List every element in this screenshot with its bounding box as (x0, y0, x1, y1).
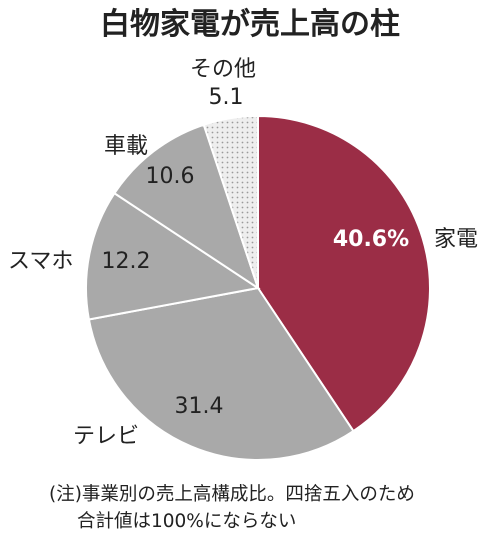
pie-slice-terebi (87, 286, 355, 461)
footnote-line-1: (注)事業別の売上高構成比。四捨五入のため (49, 484, 415, 505)
slice-value-kaden: 40.6% (333, 227, 409, 252)
pie-slice-sumaho (85, 191, 261, 321)
slice-label-terebi: テレビ (73, 424, 139, 449)
slice-value-shasai: 10.6 (146, 164, 195, 189)
slice-label-kaden: 家電 (434, 227, 478, 252)
pie-slice-sonota (202, 114, 259, 289)
footnote-line-2: 合計値は100%にならない (77, 511, 296, 532)
slice-value-terebi: 31.4 (175, 394, 224, 419)
slice-label-shasai: 車載 (104, 134, 148, 159)
slice-value-sonota: 5.1 (209, 85, 244, 110)
slice-value-sumaho: 12.2 (102, 249, 151, 274)
slice-label-sumaho: スマホ (8, 249, 73, 274)
pie-slices (85, 114, 431, 461)
slice-label-sonota: その他 (190, 57, 256, 82)
chart-title: 白物家電が売上高の柱 (100, 7, 400, 42)
pie-slice-shasai (113, 123, 260, 291)
